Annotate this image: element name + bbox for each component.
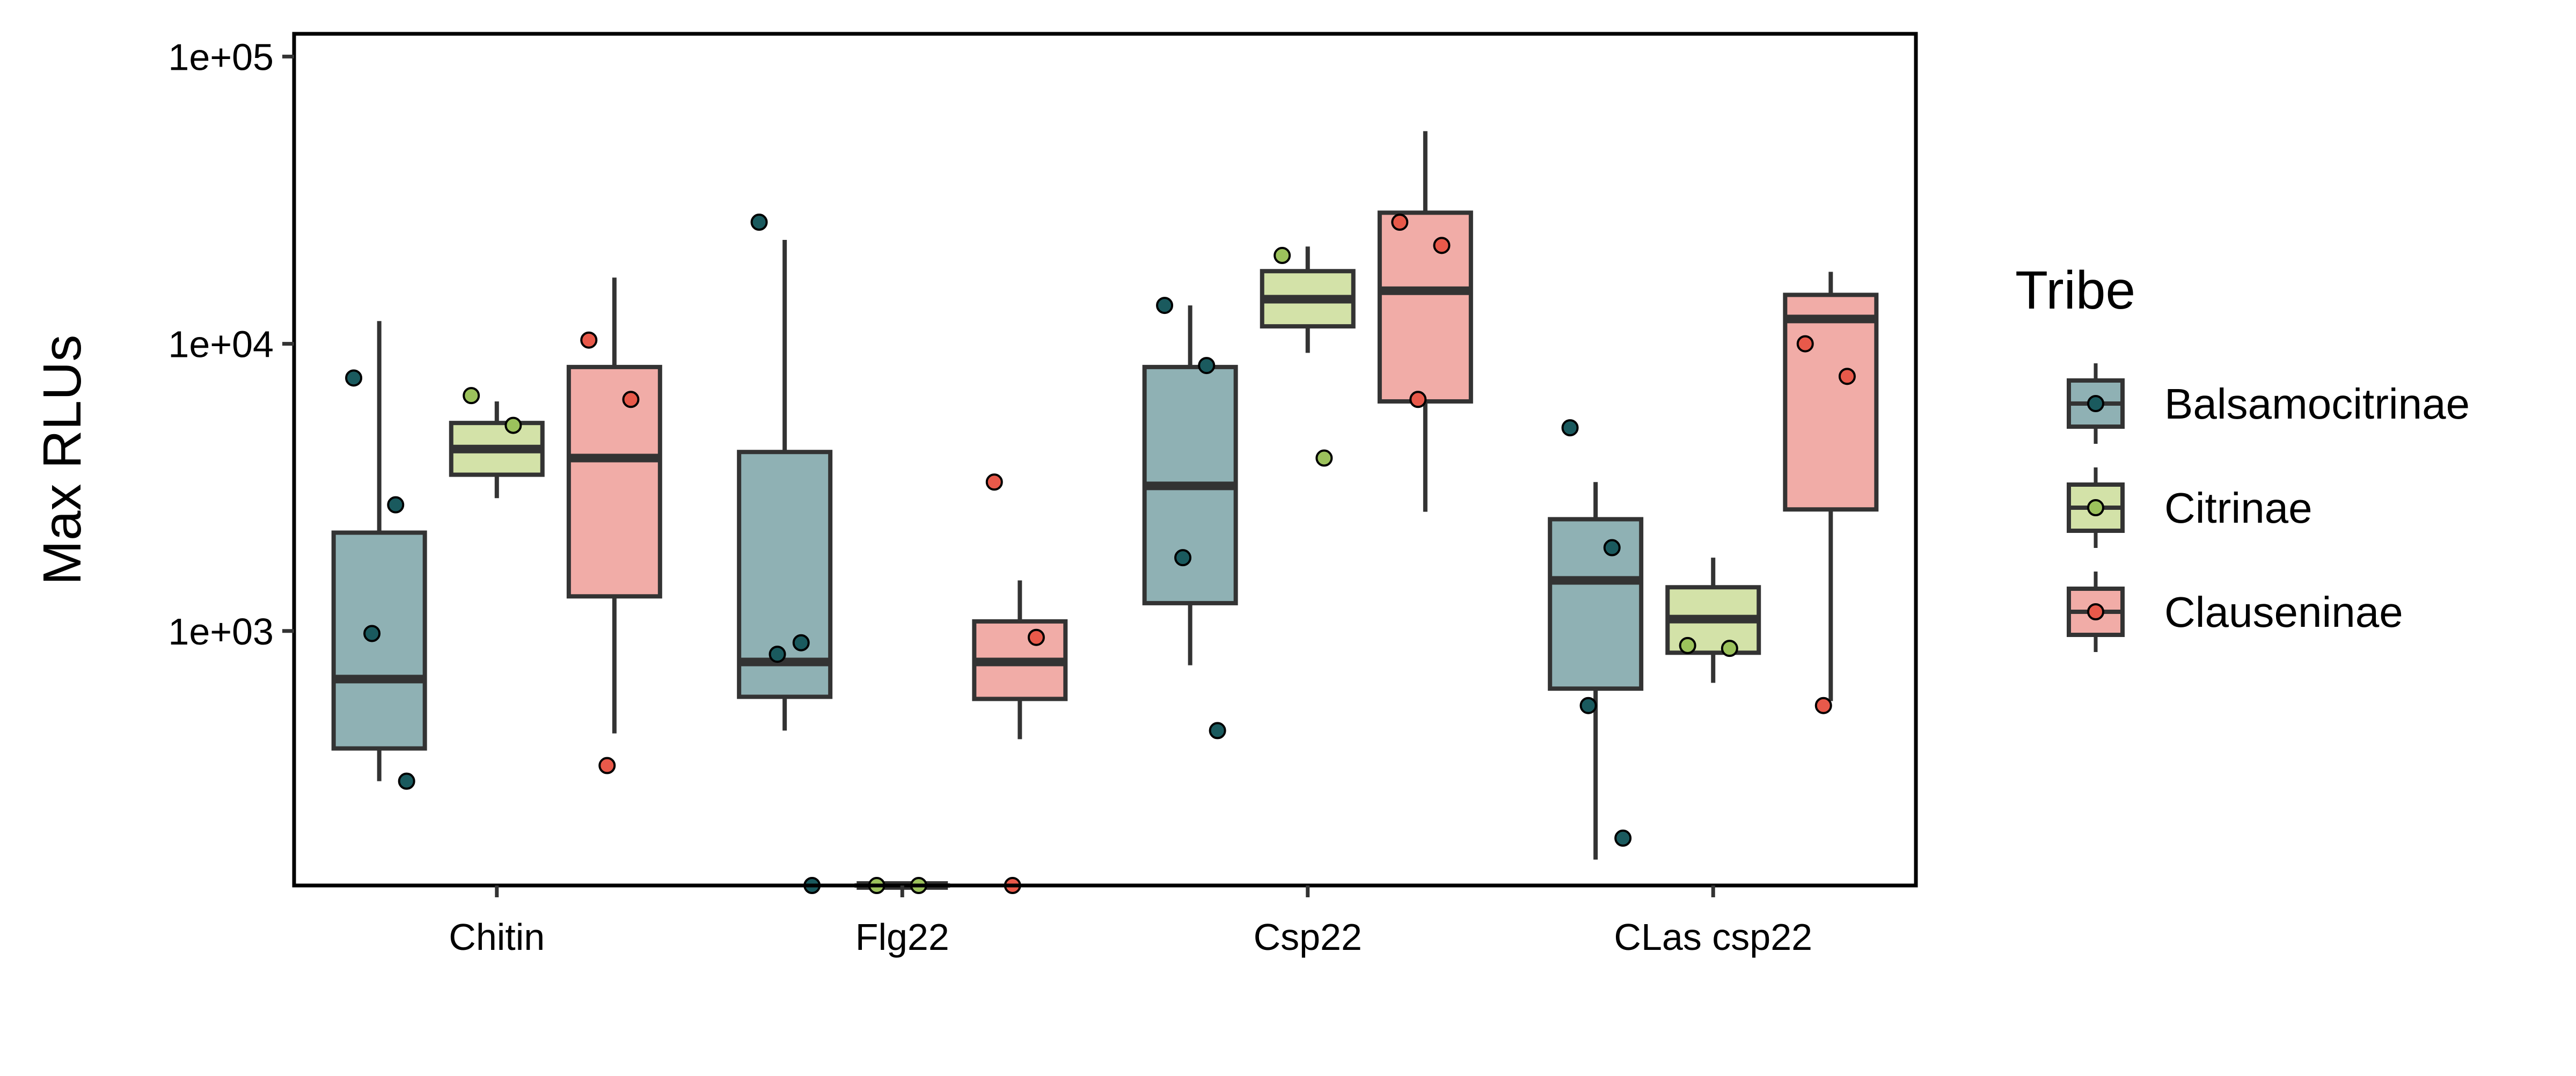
box-balsamocitrinae-csp22 (1145, 305, 1236, 665)
data-point-citrinae (506, 418, 521, 433)
box-citrinae-chitin (451, 401, 543, 498)
data-point-balsamocitrinae (1615, 831, 1630, 846)
y-tick-label: 1e+04 (168, 324, 274, 365)
data-point-citrinae (464, 388, 479, 403)
data-point-clauseninae (623, 392, 638, 407)
data-point-clauseninae (1410, 392, 1425, 407)
y-tick-label: 1e+05 (168, 36, 274, 78)
box-iqr (334, 533, 425, 749)
box-balsamocitrinae-chitin (334, 321, 425, 781)
box-iqr (1550, 519, 1641, 689)
data-point-clauseninae (1392, 215, 1407, 230)
box-iqr (569, 367, 660, 596)
data-point-balsamocitrinae (1605, 540, 1620, 555)
data-point-balsamocitrinae (346, 370, 361, 385)
box-clauseninae-flg22 (974, 581, 1065, 740)
legend-key-point (2088, 604, 2103, 619)
data-point-citrinae (1680, 638, 1695, 653)
data-point-clauseninae (581, 333, 596, 348)
data-point-balsamocitrinae (752, 215, 767, 230)
x-axis: Chitin Flg22 Csp22 CLas csp22 (449, 885, 1812, 958)
data-point-balsamocitrinae (1199, 358, 1214, 373)
data-point-citrinae (1316, 451, 1331, 466)
data-point-balsamocitrinae (1581, 698, 1596, 713)
x-tick-label-csp22: Csp22 (1254, 916, 1362, 958)
data-point-clauseninae (1816, 698, 1831, 713)
data-point-citrinae (1722, 641, 1737, 656)
x-tick-label-flg22: Flg22 (855, 916, 949, 958)
legend: Tribe Balsamocitrinae Citrinae Clauseninae (2015, 260, 2470, 652)
data-point-balsamocitrinae (399, 774, 414, 789)
data-point-clauseninae (987, 474, 1002, 489)
box-citrinae-clas-csp22 (1667, 558, 1759, 683)
data-point-clauseninae (599, 758, 614, 773)
legend-item-citrinae: Citrinae (2069, 467, 2312, 548)
data-point-balsamocitrinae (1175, 550, 1190, 565)
legend-label: Balsamocitrinae (2164, 380, 2470, 428)
data-point-clauseninae (1434, 238, 1449, 253)
box-iqr (1380, 213, 1471, 401)
data-point-balsamocitrinae (794, 635, 809, 650)
data-point-balsamocitrinae (364, 626, 379, 641)
legend-label: Clauseninae (2164, 588, 2403, 636)
legend-key-point (2088, 396, 2103, 411)
data-point-clauseninae (1798, 336, 1813, 352)
box-balsamocitrinae-clas-csp22 (1550, 482, 1641, 859)
box-clauseninae-chitin (569, 277, 660, 733)
legend-label: Citrinae (2164, 484, 2312, 532)
box-clauseninae-clas-csp22 (1785, 272, 1876, 701)
data-point-citrinae (1275, 248, 1290, 263)
y-axis: 1e+03 1e+04 1e+05 (168, 36, 294, 652)
y-tick-label: 1e+03 (168, 611, 274, 653)
x-tick-label-chitin: Chitin (449, 916, 545, 958)
box-clauseninae-csp22 (1380, 131, 1471, 511)
x-tick-label-clas-csp22: CLas csp22 (1614, 916, 1812, 958)
data-point-balsamocitrinae (1157, 298, 1172, 313)
legend-item-balsamocitrinae: Balsamocitrinae (2069, 363, 2470, 444)
data-point-clauseninae (1029, 630, 1044, 645)
y-axis-title: Max RLUs (32, 335, 92, 585)
legend-item-clauseninae: Clauseninae (2069, 572, 2403, 652)
box-iqr (1785, 295, 1876, 509)
legend-title: Tribe (2015, 260, 2135, 320)
data-point-balsamocitrinae (1210, 723, 1225, 738)
boxes-layer (334, 131, 1877, 885)
data-point-balsamocitrinae (1563, 420, 1578, 435)
data-point-balsamocitrinae (388, 497, 403, 513)
data-point-balsamocitrinae (770, 647, 785, 662)
legend-key-point (2088, 500, 2103, 515)
box-citrinae-csp22 (1262, 246, 1353, 353)
data-point-clauseninae (1840, 369, 1855, 384)
